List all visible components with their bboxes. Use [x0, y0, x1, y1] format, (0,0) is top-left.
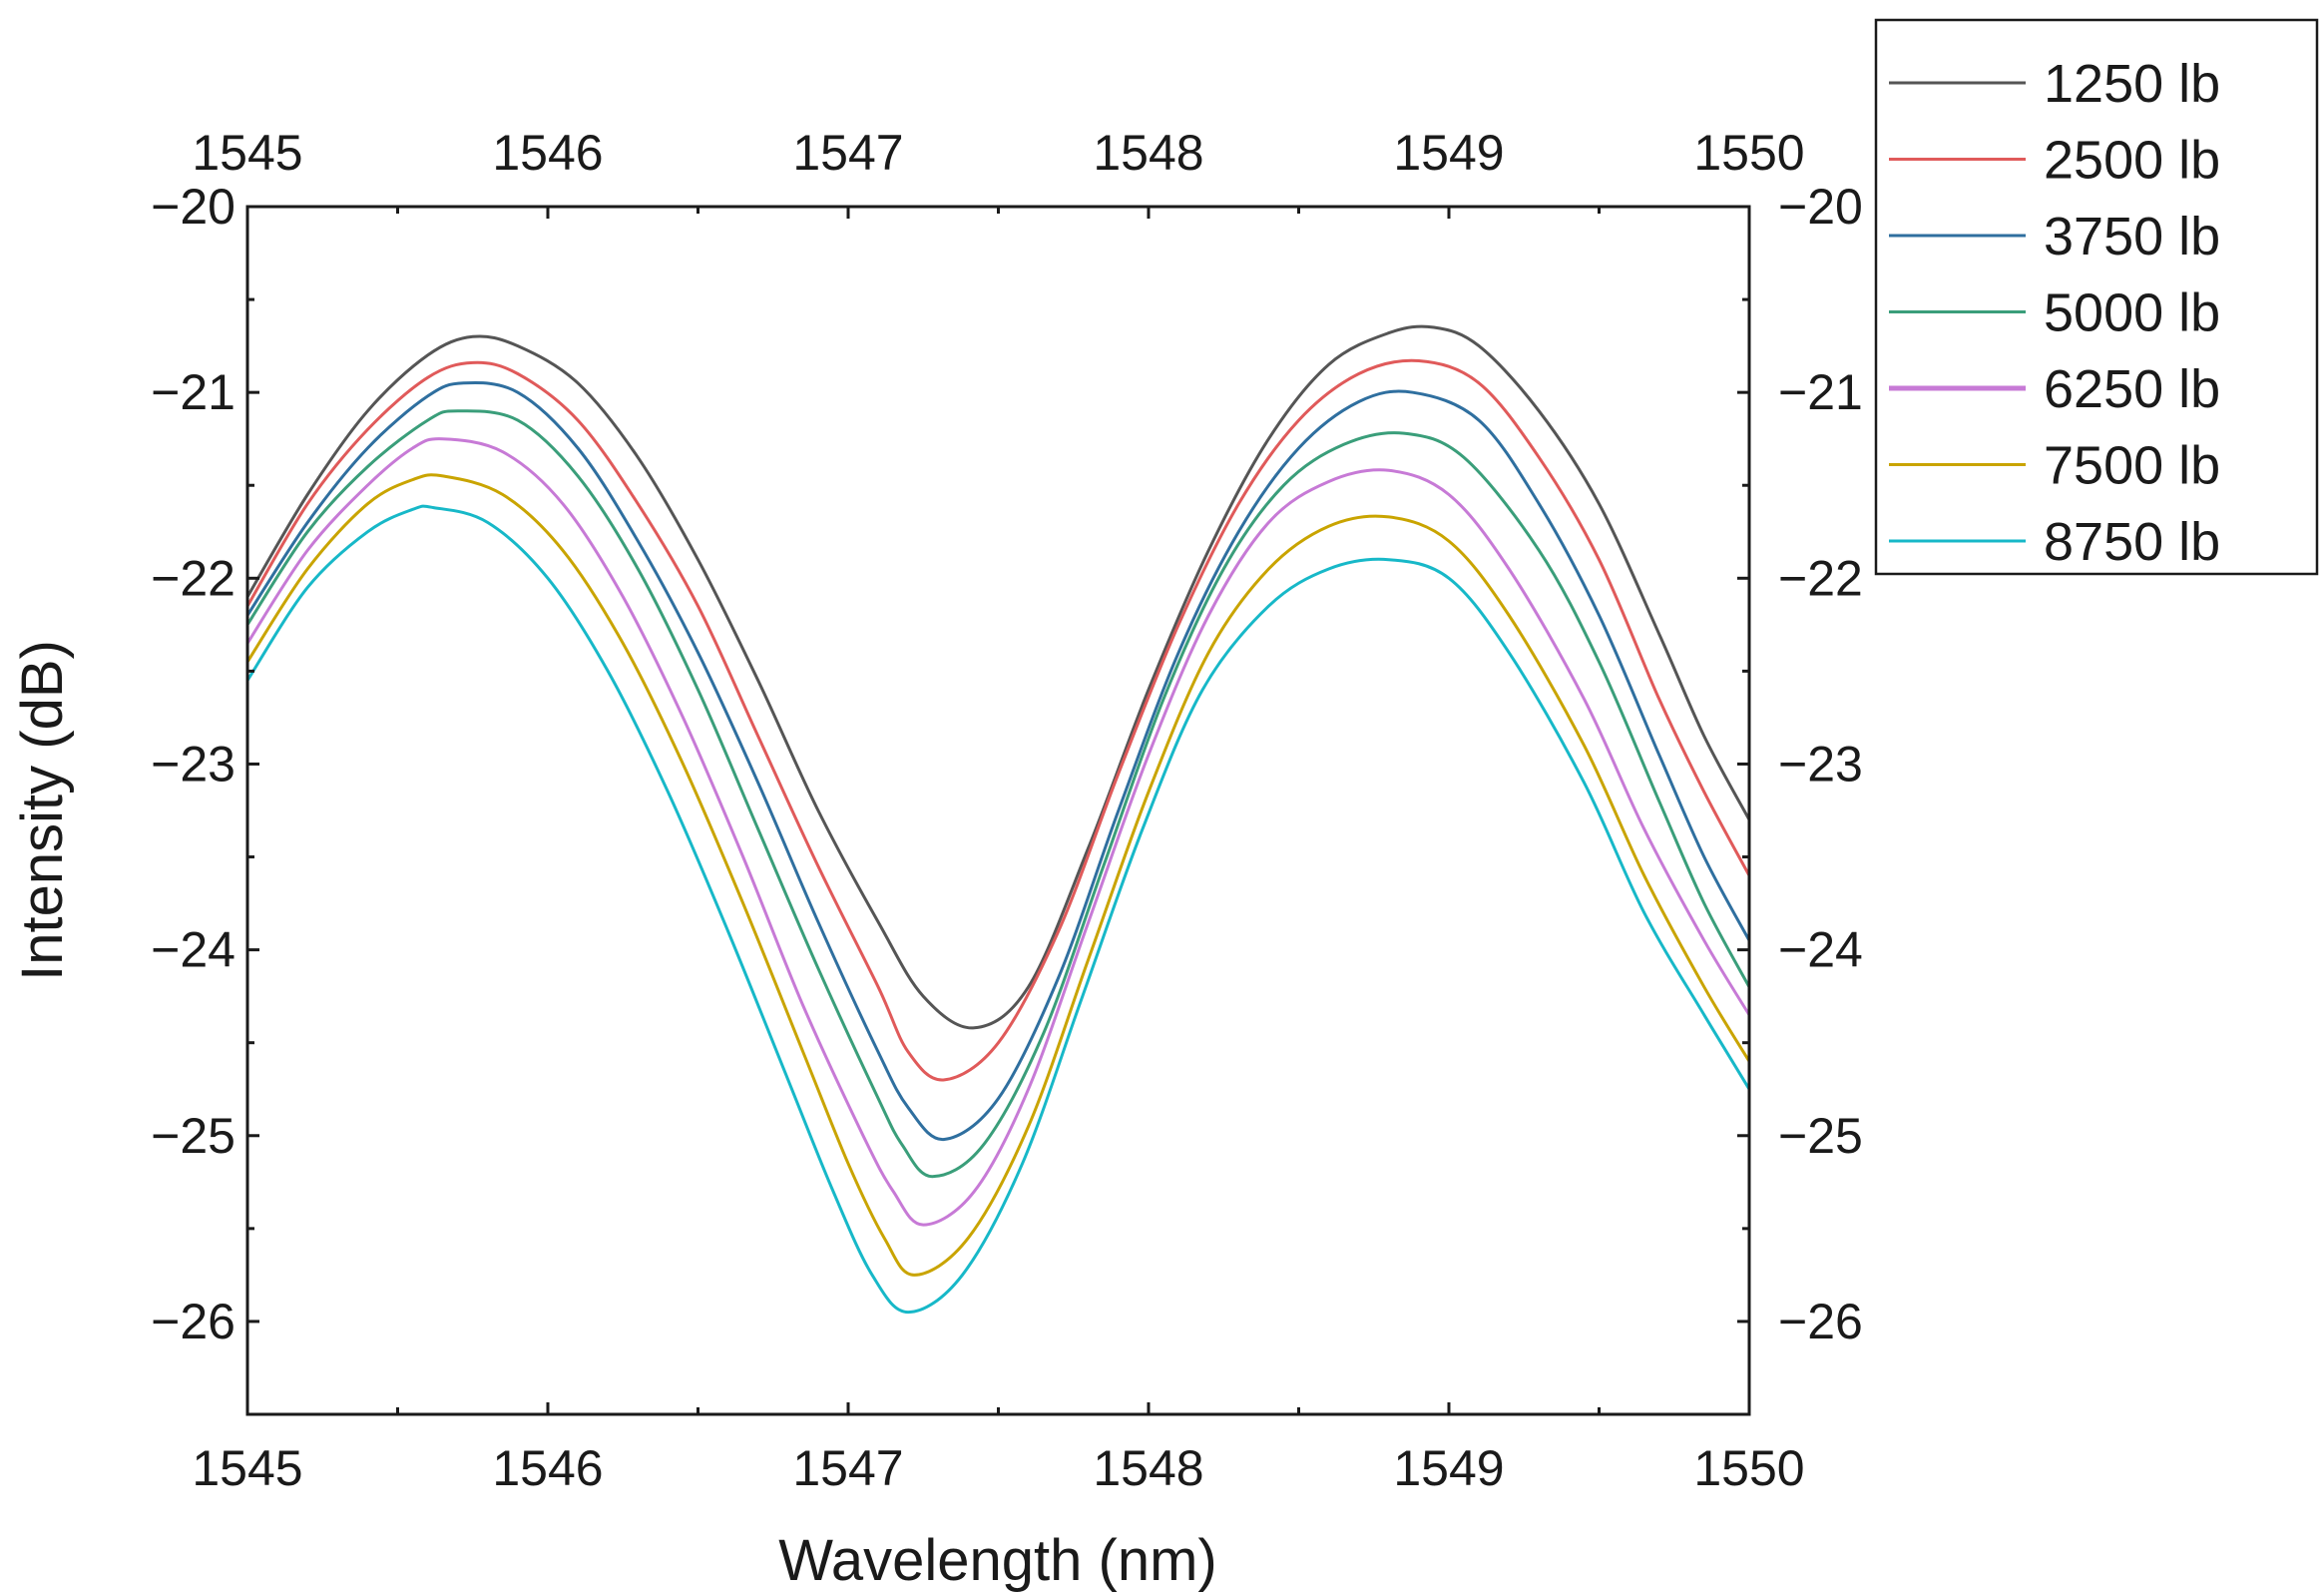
- y-tick-label-right: −24: [1778, 922, 1863, 978]
- x-tick-label-bottom: 1550: [1693, 1440, 1804, 1496]
- x-axis-title: Wavelength (nm): [778, 1528, 1216, 1593]
- x-tick-label-top: 1549: [1393, 125, 1504, 181]
- x-tick-label-bottom: 1549: [1393, 1440, 1504, 1496]
- y-tick-label-right: −20: [1778, 179, 1863, 235]
- legend-label-3750-lb: 3750 lb: [2044, 207, 2220, 266]
- y-tick-label-left: −22: [151, 550, 235, 606]
- y-tick-label-left: −20: [151, 179, 235, 235]
- x-tick-label-bottom: 1546: [492, 1440, 603, 1496]
- series-line-5000-lb: [245, 409, 1751, 1179]
- y-axis-title: Intensity (dB): [10, 640, 75, 981]
- plot-frame: [245, 205, 1751, 1416]
- x-tick-label-bottom: 1545: [192, 1440, 302, 1496]
- y-tick-label-right: −22: [1778, 550, 1863, 606]
- series-line-3750-lb: [245, 380, 1751, 1142]
- x-tick-label-top: 1547: [792, 125, 903, 181]
- x-tick-label-top: 1545: [192, 125, 302, 181]
- y-tick-label-left: −23: [151, 736, 235, 792]
- series-line-2500-lb: [245, 358, 1751, 1082]
- y-tick-label-right: −25: [1778, 1108, 1863, 1164]
- x-tick-label-bottom: 1548: [1093, 1440, 1203, 1496]
- y-tick-label-left: −26: [151, 1294, 235, 1349]
- y-tick-label-left: −24: [151, 922, 235, 978]
- series-line-6250-lb: [245, 437, 1751, 1227]
- x-tick-label-top: 1550: [1693, 125, 1804, 181]
- y-tick-label-right: −26: [1778, 1294, 1863, 1349]
- legend-label-8750-lb: 8750 lb: [2044, 512, 2220, 572]
- x-tick-label-top: 1548: [1093, 125, 1203, 181]
- series-layer: [245, 324, 1751, 1315]
- y-tick-label-right: −23: [1778, 736, 1863, 792]
- x-tick-label-bottom: 1547: [792, 1440, 903, 1496]
- y-tick-label-left: −25: [151, 1108, 235, 1164]
- legend-label-7500-lb: 7500 lb: [2044, 436, 2220, 496]
- series-line-8750-lb: [245, 504, 1751, 1315]
- y-tick-label-left: −21: [151, 364, 235, 420]
- series-line-7500-lb: [245, 473, 1751, 1277]
- x-tick-label-top: 1546: [492, 125, 603, 181]
- legend-box: [1874, 18, 2319, 576]
- legend-label-1250-lb: 1250 lb: [2044, 54, 2220, 114]
- legend: 1250 lb 2500 lb 3750 lb 5000 lb 6250 lb 7500 …: [1874, 18, 2319, 576]
- legend-label-2500-lb: 2500 lb: [2044, 131, 2220, 191]
- legend-label-5000-lb: 5000 lb: [2044, 283, 2220, 343]
- y-tick-label-right: −21: [1778, 364, 1863, 420]
- legend-label-6250-lb: 6250 lb: [2044, 359, 2220, 419]
- series-line-1250-lb: [245, 324, 1751, 1030]
